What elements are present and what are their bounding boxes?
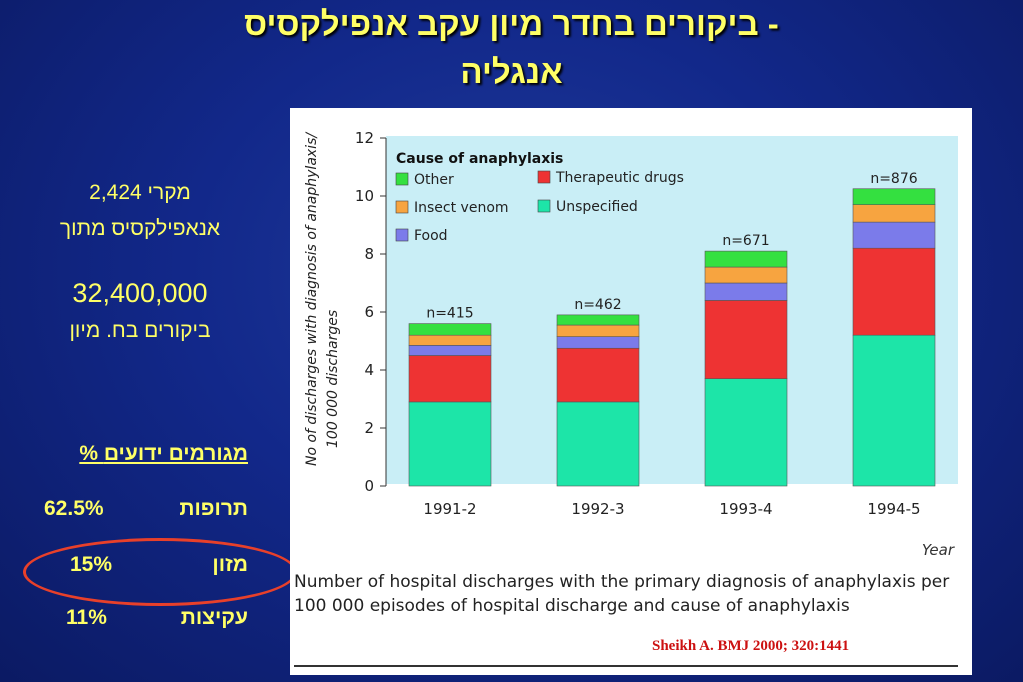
- y-tick-label: 8: [364, 245, 374, 263]
- y-tick-label: 2: [364, 419, 374, 437]
- x-tick-label: 1992-3: [571, 500, 624, 518]
- bar-segment-other: [852, 188, 936, 205]
- citation: Sheikh A. BMJ 2000; 320:1441: [652, 638, 850, 654]
- bar-segment-insect-venom: [556, 324, 640, 337]
- legend-label: Insect venom: [414, 200, 509, 216]
- y-tick-label: 10: [355, 187, 374, 205]
- triggers-header: % מגורמים ידועים: [79, 442, 248, 465]
- legend-swatch: [395, 228, 409, 242]
- trigger-row-drugs: תרופות 62.5%: [30, 497, 248, 529]
- bar-segment-insect-venom: [852, 204, 936, 223]
- legend-swatch: [395, 172, 409, 186]
- trigger-value: 11%: [66, 606, 107, 629]
- bar-segment-other: [408, 323, 492, 336]
- visits-count: 32,400,000: [72, 278, 208, 308]
- x-tick-label: 1991-2: [423, 500, 476, 518]
- bar-total-annotation: n=415: [426, 306, 473, 322]
- bar-segment-unspecified: [704, 378, 788, 487]
- y-tick-label: 6: [364, 303, 374, 321]
- bar-segment-insect-venom: [704, 266, 788, 284]
- bar-segment-unspecified: [852, 334, 936, 487]
- highlight-ellipse: [23, 538, 297, 606]
- trigger-value: 62.5%: [44, 497, 104, 520]
- bar-segment-unspecified: [556, 401, 640, 487]
- bottom-rule: [294, 665, 958, 667]
- bar-segment-food: [556, 336, 640, 349]
- bar-total-annotation: n=462: [574, 297, 621, 313]
- y-tick-label: 4: [364, 361, 374, 379]
- bar-segment-food: [704, 282, 788, 301]
- bar-segment-therapeutic-drugs: [852, 247, 936, 336]
- bar-segment-therapeutic-drugs: [556, 347, 640, 403]
- legend-swatch: [537, 199, 551, 213]
- stacked-bar-chart: 0 2 4 6 8 10 12 No of discharges with diagnosis…: [304, 129, 955, 559]
- legend-label: Unspecified: [556, 199, 638, 215]
- legend-label: Food: [414, 228, 448, 244]
- y-axis-label-line2: 100 000 discharges: [325, 310, 341, 448]
- bar-total-annotation: n=671: [722, 233, 769, 249]
- cases-count: 2,424 מקרי: [89, 181, 191, 204]
- trigger-label: עקיצות: [180, 606, 248, 629]
- x-tick-label: 1994-5: [867, 500, 920, 518]
- legend-swatch: [395, 200, 409, 214]
- bar-segment-therapeutic-drugs: [408, 355, 492, 403]
- bar-segment-unspecified: [408, 401, 492, 487]
- bar-segment-food: [852, 221, 936, 249]
- chart-panel: 0 2 4 6 8 10 12 No of discharges with diagnosis…: [290, 108, 972, 675]
- x-tick-label: 1993-4: [719, 500, 772, 518]
- legend-swatch: [537, 170, 551, 184]
- bar-segment-other: [556, 314, 640, 326]
- legend-title: Cause of anaphylaxis: [396, 151, 563, 167]
- bar-total-annotation: n=876: [870, 171, 917, 187]
- trigger-row-insects: עקיצות 11%: [30, 606, 248, 638]
- visits-desc: ביקורים בח. מיון: [69, 319, 211, 342]
- slide-title-line2: אנגליה: [460, 53, 563, 90]
- x-axis-label: Year: [922, 541, 955, 559]
- figure-caption: Number of hospital discharges with the p…: [294, 572, 950, 616]
- bar-segment-insect-venom: [408, 334, 492, 346]
- slide-title-line1: ביקורים בחדר מיון עקב אנפילקסיס -: [244, 5, 779, 42]
- cases-desc: אנאפילקסיס מתוך: [59, 217, 221, 240]
- legend-label: Other: [414, 172, 454, 188]
- bar-segment-food: [408, 345, 492, 356]
- bar-segment-other: [704, 250, 788, 268]
- legend-label: Therapeutic drugs: [555, 170, 684, 186]
- bar-segment-therapeutic-drugs: [704, 300, 788, 379]
- y-tick-label: 12: [355, 129, 374, 147]
- y-tick-label: 0: [364, 477, 374, 495]
- y-axis-label-line1: No of discharges with diagnosis of anaph…: [304, 132, 320, 466]
- trigger-label: תרופות: [179, 497, 248, 520]
